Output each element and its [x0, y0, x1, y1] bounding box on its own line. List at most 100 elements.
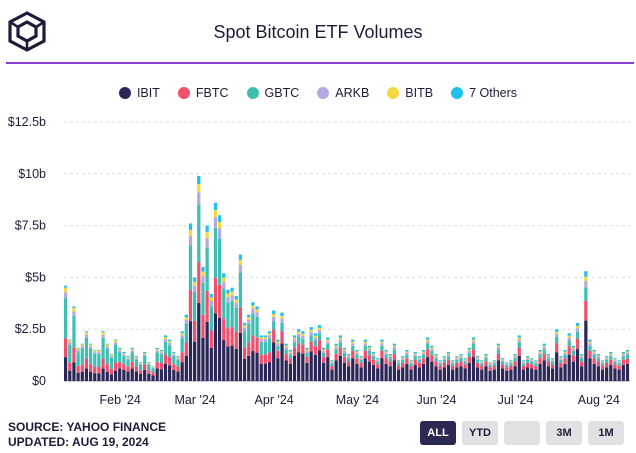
bar-segment-gbtc: [451, 363, 455, 366]
range-ytd-button[interactable]: YTD: [462, 421, 498, 445]
bar-segment-7-others: [213, 202, 218, 210]
range-1m-button[interactable]: 1M: [588, 421, 624, 445]
bar-segment-fbtc: [580, 361, 584, 367]
bar-segment-7-others: [488, 362, 492, 364]
bar-segment-7-others: [184, 314, 188, 318]
bar-segment-gbtc: [326, 344, 330, 350]
bar-segment-arkb: [263, 339, 268, 342]
bar-segment-fbtc: [338, 347, 342, 356]
legend-swatch-arkb: [317, 87, 330, 99]
legend-item-ibit[interactable]: IBIT: [118, 86, 160, 100]
bar-segment-gbtc: [113, 344, 118, 363]
bar-segment-ibit: [317, 350, 322, 381]
bar-segment-fbtc: [617, 365, 621, 370]
bar-segment-fbtc: [242, 347, 247, 359]
bar-segment-fbtc: [367, 355, 372, 362]
bar-segment-bitb: [188, 229, 193, 237]
range-all-button[interactable]: ALL: [420, 421, 456, 445]
bar-segment-7-others: [292, 335, 297, 338]
bar-segment-gbtc: [88, 348, 93, 365]
legend-item-arkb[interactable]: ARKB: [317, 86, 369, 100]
bar-segment-7-others: [68, 339, 72, 341]
bar-segment-7-others: [517, 335, 521, 338]
bar-segment-7-others: [172, 351, 176, 354]
bar-segment-bitb: [592, 351, 596, 353]
range-blank-button[interactable]: [504, 421, 540, 445]
bar-segment-gbtc: [580, 358, 584, 362]
bar-segment-7-others: [126, 356, 130, 358]
range-3m-button[interactable]: 3M: [546, 421, 582, 445]
bar-segment-bitb: [93, 350, 97, 353]
bar-segment-bitb: [559, 357, 563, 359]
x-tick-label: May '24: [336, 393, 379, 407]
bar-segment-fbtc: [438, 365, 442, 370]
bar-segment-bitb: [371, 353, 376, 355]
bar-segment-gbtc: [609, 356, 613, 360]
bar-segment-arkb: [488, 364, 492, 366]
bar-segment-gbtc: [259, 341, 263, 355]
bar-segment-bitb: [334, 345, 338, 348]
legend-item-fbtc[interactable]: FBTC: [177, 86, 229, 100]
bar-segment-ibit: [363, 358, 367, 381]
bar-segment-7-others: [484, 354, 488, 356]
bar-segment-bitb: [471, 339, 476, 342]
bar-segment-gbtc: [180, 338, 184, 353]
bar-segment-gbtc: [288, 354, 292, 359]
bar-segment-fbtc: [322, 356, 326, 363]
bar-segment-bitb: [434, 355, 438, 357]
legend-item-gbtc[interactable]: GBTC: [246, 86, 299, 100]
bar-segment-fbtc: [525, 362, 530, 368]
bar-segment-gbtc: [525, 359, 530, 363]
bar-segment-gbtc: [267, 338, 272, 353]
bar-segment-gbtc: [184, 323, 188, 343]
bar-segment-arkb: [313, 337, 317, 341]
bar-segment-bitb: [280, 316, 284, 319]
bar-segment-gbtc: [193, 291, 197, 321]
bar-segment-gbtc: [209, 306, 213, 331]
bar-segment-arkb: [138, 363, 143, 365]
bar-segment-bitb: [613, 359, 617, 361]
bar-segment-7-others: [384, 349, 388, 352]
bar-segment-ibit: [267, 362, 272, 381]
bar-segment-fbtc: [180, 352, 184, 363]
bar-segment-bitb: [130, 349, 134, 351]
bar-segment-arkb: [546, 356, 551, 359]
bar-segment-bitb: [251, 305, 255, 309]
bar-segment-7-others: [118, 347, 122, 350]
legend-item-others[interactable]: 7 Others: [451, 86, 517, 100]
bar-segment-bitb: [230, 291, 234, 296]
bar-segment-arkb: [176, 358, 180, 360]
bar-segment-bitb: [446, 353, 451, 355]
bar-segment-fbtc: [238, 307, 243, 333]
bar-segment-ibit: [263, 363, 268, 381]
bar-segment-bitb: [451, 361, 455, 363]
bar-segment-arkb: [180, 335, 184, 339]
bar-segment-fbtc: [109, 368, 114, 375]
bar-segment-arkb: [226, 297, 230, 303]
bar-segment-7-others: [367, 345, 372, 348]
bar-segment-ibit: [405, 363, 409, 381]
bar-segment-gbtc: [80, 348, 84, 365]
bar-segment-bitb: [313, 335, 317, 338]
bar-segment-bitb: [205, 231, 209, 239]
legend-item-bitb[interactable]: BITB: [387, 86, 433, 100]
bar-segment-bitb: [550, 359, 555, 361]
bar-segment-7-others: [226, 289, 230, 294]
bar-segment-ibit: [113, 370, 118, 381]
bar-segment-gbtc: [517, 342, 521, 348]
bar-segment-7-others: [451, 360, 455, 362]
bar-segment-fbtc: [430, 355, 434, 362]
bar-segment-arkb: [97, 352, 101, 354]
bar-segment-7-others: [109, 354, 114, 355]
bar-segment-arkb: [434, 356, 438, 359]
bar-segment-ibit: [584, 320, 588, 381]
bar-segment-fbtc: [68, 362, 72, 371]
bar-segment-arkb: [617, 362, 621, 364]
bar-segment-gbtc: [592, 354, 596, 359]
bar-segment-arkb: [68, 342, 72, 345]
legend-label-bitb: BITB: [405, 86, 434, 100]
bar-segment-ibit: [509, 369, 513, 381]
bar-segment-gbtc: [143, 356, 147, 365]
bar-segment-bitb: [459, 355, 463, 357]
bar-segment-bitb: [284, 345, 288, 348]
